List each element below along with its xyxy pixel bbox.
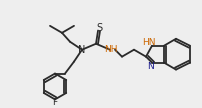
Text: F: F bbox=[53, 98, 58, 107]
Text: N: N bbox=[78, 45, 86, 55]
Text: N: N bbox=[148, 62, 154, 71]
Text: HN: HN bbox=[142, 38, 156, 47]
Text: S: S bbox=[96, 23, 102, 33]
Text: NH: NH bbox=[104, 45, 118, 54]
